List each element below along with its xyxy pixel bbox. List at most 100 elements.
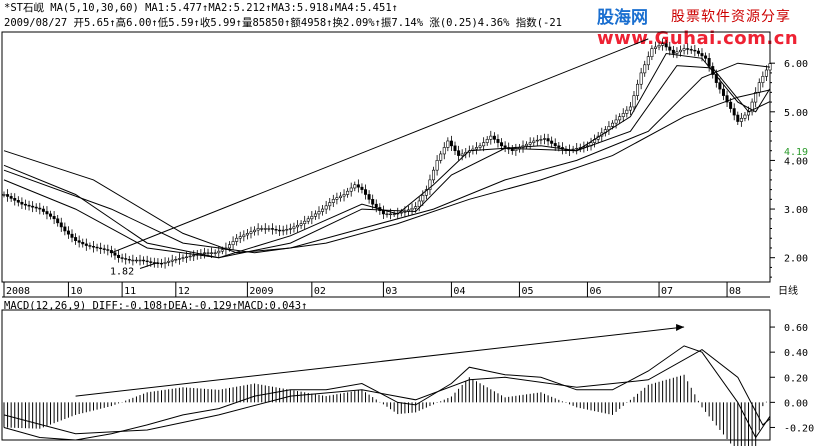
candle-body — [41, 208, 45, 212]
macd-ytick-label-0: 0.60 — [784, 323, 808, 334]
candle-body — [77, 240, 81, 243]
candle-body — [374, 203, 378, 208]
candle-body — [292, 226, 296, 229]
candle-body — [134, 259, 138, 262]
candle-body — [120, 257, 124, 259]
candle-body — [70, 233, 74, 238]
candle-body — [321, 208, 325, 212]
candle-body — [528, 142, 532, 145]
candle-body — [242, 234, 246, 237]
candle-body — [729, 101, 733, 109]
x-axis-label-2: 11 — [124, 286, 136, 297]
candle-body — [23, 203, 27, 206]
x-axis-label-1: 10 — [70, 286, 82, 297]
quote-header: 2009/08/27 开5.65↑高6.00↑低5.59↑收5.99↑量8585… — [4, 17, 563, 29]
candle-body — [356, 184, 360, 188]
candle-body — [38, 207, 42, 210]
candle-body — [721, 88, 725, 96]
candle-body — [49, 213, 53, 217]
price-ytick-label-1: 5.00 — [784, 108, 808, 119]
candle-body — [696, 50, 700, 54]
candle-body — [238, 236, 242, 239]
candle-body — [213, 252, 217, 254]
candle-body — [492, 135, 496, 140]
candle-body — [381, 210, 385, 215]
candle-body — [628, 106, 632, 111]
candle-body — [689, 49, 693, 51]
x-axis-label-3: 12 — [178, 286, 190, 297]
candle-body — [424, 189, 428, 196]
macd-ytick-label-3: 0.00 — [784, 398, 808, 409]
candle-body — [682, 48, 686, 51]
candle-body — [338, 195, 342, 199]
candle-body — [664, 43, 668, 48]
candle-body — [686, 48, 690, 50]
candle-body — [34, 206, 38, 209]
candle-body — [346, 190, 350, 195]
price-header: *ST石岘 MA(5,10,30,60) MA1:5.477↑MA2:5.212… — [4, 2, 398, 14]
candle-body — [403, 211, 407, 213]
candle-body — [210, 252, 214, 254]
candle-body — [700, 53, 704, 57]
candle-body — [45, 211, 49, 215]
candle-body — [192, 254, 196, 257]
ma-line-2 — [3, 65, 771, 259]
candle-body — [285, 229, 289, 231]
candle-body — [514, 148, 518, 152]
candle-body — [260, 228, 264, 230]
x-axis-label-6: 03 — [385, 286, 397, 297]
candle-body — [317, 211, 321, 215]
candle-body — [181, 257, 185, 259]
candle-body — [575, 147, 579, 150]
candle-body — [270, 228, 274, 230]
candle-body — [442, 147, 446, 155]
candle-body — [643, 64, 647, 74]
price-ytick-label-0: 6.00 — [784, 59, 808, 70]
price-ytick-label-2: 4.00 — [784, 156, 808, 167]
candle-body — [109, 250, 113, 254]
candle-body — [607, 126, 611, 130]
candle-body — [335, 197, 339, 200]
price-trendline — [111, 38, 649, 254]
candle-body — [188, 255, 192, 258]
candle-body — [704, 55, 708, 59]
candle-body — [303, 220, 307, 224]
candle-body — [500, 142, 504, 147]
candle-body — [482, 142, 486, 147]
candle-body — [539, 139, 543, 141]
candle-body — [328, 202, 332, 207]
x-axis-label-5: 02 — [314, 286, 326, 297]
candle-body — [167, 260, 171, 263]
candle-body — [263, 228, 267, 230]
x-axis-label-4: 2009 — [249, 286, 273, 297]
candle-body — [618, 116, 622, 121]
candle-body — [657, 45, 661, 48]
site-logo: 股海网 股票软件资源分享 www.Guhai.com.cn — [597, 3, 811, 51]
candle-body — [253, 229, 257, 233]
candle-body — [743, 114, 747, 119]
candle-body — [675, 51, 679, 54]
candle-body — [16, 200, 20, 203]
candle-body — [27, 204, 31, 207]
candle-body — [231, 241, 235, 246]
candle-body — [13, 198, 17, 201]
candle-body — [52, 216, 56, 220]
candle-body — [174, 259, 178, 261]
candle-body — [739, 117, 743, 122]
candle-body — [693, 49, 697, 52]
low-annotation-label: 1.82 — [110, 266, 134, 277]
candle-body — [611, 122, 615, 127]
candle-body — [159, 262, 163, 265]
dea-line — [3, 349, 771, 435]
candle-body — [56, 218, 60, 224]
candle-body — [421, 194, 425, 202]
candle-body — [281, 229, 285, 232]
candle-body — [74, 237, 78, 241]
candle-body — [389, 213, 393, 216]
candle-body — [754, 92, 758, 103]
period-label: 日线 — [778, 284, 798, 297]
candle-body — [91, 246, 95, 248]
candle-body — [671, 49, 675, 54]
candle-body — [2, 194, 6, 196]
